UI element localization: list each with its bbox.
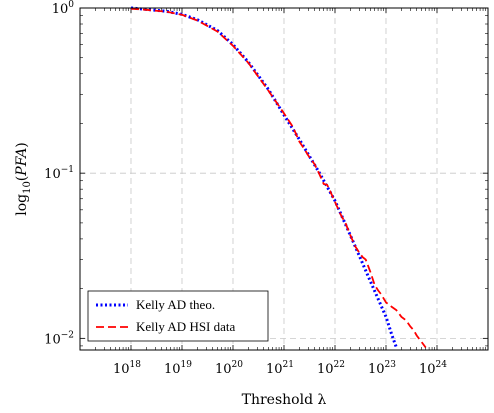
y-tick-label: 10−2: [44, 330, 74, 347]
y-axis-label: log10(PFA): [14, 142, 33, 216]
x-tick-labels: 1018 1019 1020 1021 1022 1023 1024: [113, 360, 447, 377]
x-axis-label: Threshold λ: [242, 392, 327, 408]
y-tick-label: 100: [52, 0, 75, 17]
x-tick-label: 1019: [164, 360, 192, 377]
legend-box: [87, 290, 269, 342]
x-tick-label: 1023: [368, 360, 396, 377]
series-line-theo: [130, 6, 398, 349]
plot-frame: [79, 7, 489, 351]
y-tick-labels: 100 10−1 10−2: [44, 0, 74, 347]
x-tick-label: 1018: [113, 360, 141, 377]
legend-label-hsi: Kelly AD HSI data: [136, 319, 236, 334]
x-tick-label: 1022: [317, 360, 345, 377]
x-tick-label: 1024: [419, 360, 447, 377]
x-tick-label: 1021: [266, 360, 294, 377]
series-layer: [130, 6, 427, 349]
series-line-hsi: [130, 7, 427, 349]
legend: Kelly AD theo. Kelly AD HSI data: [87, 290, 269, 342]
legend-label-theo: Kelly AD theo.: [136, 297, 215, 312]
x-tick-label: 1020: [215, 360, 243, 377]
y-tick-label: 10−1: [44, 165, 74, 182]
